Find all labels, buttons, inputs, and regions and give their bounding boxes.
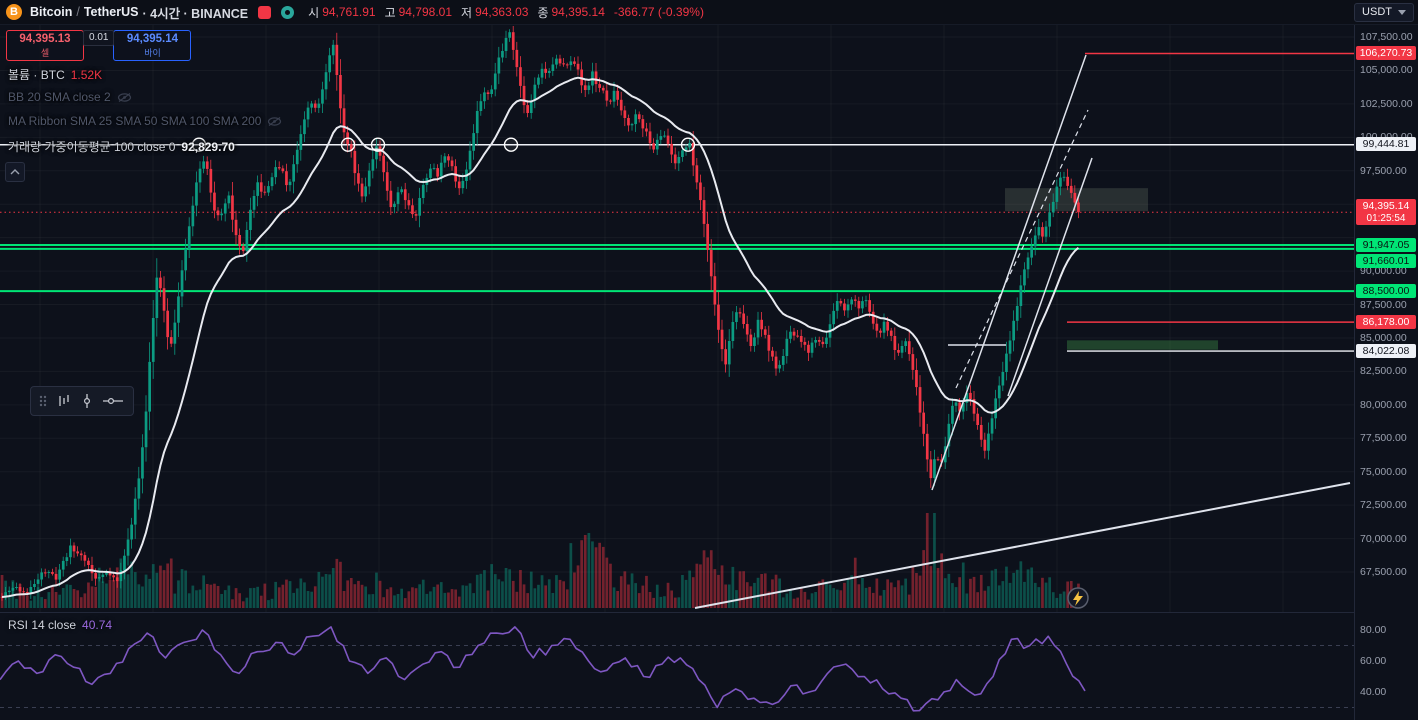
chevron-up-icon <box>10 169 20 175</box>
bb-legend[interactable]: BB 20 SMA close 2 <box>8 90 132 104</box>
top-toolbar: B Bitcoin / TetherUS · 4시간 · BINANCE 시 9… <box>0 0 1418 25</box>
volume-legend-label: 볼륨 · BTC <box>8 68 65 82</box>
price-tick: 87,500.00 <box>1360 298 1407 311</box>
vertical-line-tool-icon[interactable] <box>80 393 94 409</box>
teal-marker-icon[interactable] <box>281 5 295 19</box>
buy-price: 94,395.14 <box>126 32 179 45</box>
sell-label: 셀 <box>40 47 50 58</box>
vwma-line <box>1 76 1080 598</box>
eye-off-icon[interactable] <box>117 92 132 103</box>
price-label-badge: 99,444.81 <box>1356 137 1416 152</box>
horizontal-ray-tool-icon[interactable] <box>102 394 124 408</box>
trendlines-layer <box>694 54 1351 609</box>
rsi-legend[interactable]: RSI 14 close 40.74 <box>8 618 112 632</box>
price-label-badge: 94,395.14 01:25:54 <box>1356 198 1416 225</box>
price-tick: 105,000.00 <box>1360 64 1413 77</box>
price-axis[interactable]: 107,500.00105,000.00102,500.00100,000.00… <box>1354 24 1418 720</box>
rsi-tick: 80.00 <box>1360 624 1387 636</box>
btc-logo-icon: B <box>6 4 22 20</box>
pane-divider[interactable] <box>0 612 1355 613</box>
price-tick: 90,000.00 <box>1360 265 1407 278</box>
main-chart-canvas[interactable] <box>0 24 1355 612</box>
circle-marker <box>680 137 696 152</box>
price-label-badge: 86,178.00 <box>1356 314 1416 329</box>
symbol-quote: TetherUS <box>83 5 139 19</box>
price-tick: 72,500.00 <box>1360 499 1407 512</box>
rsi-legend-label: RSI 14 close <box>8 618 77 632</box>
legend-collapse-button[interactable] <box>5 162 25 182</box>
ma-ribbon-legend-label: MA Ribbon SMA 25 SMA 50 SMA 100 SMA 200 <box>8 114 262 128</box>
high-label: 고 <box>384 5 396 20</box>
volume-layer <box>0 513 1080 608</box>
candles-layer <box>0 26 1080 601</box>
price-tick: 97,500.00 <box>1360 164 1407 177</box>
vwma-legend-value: 92,829.70 <box>181 139 235 154</box>
currency-dropdown[interactable]: USDT <box>1354 2 1414 22</box>
price-tick: 102,500.00 <box>1360 97 1413 110</box>
price-levels-layer <box>0 52 1355 352</box>
change-value: -366.77 (-0.39%) <box>613 5 704 19</box>
rsi-tick: 60.00 <box>1360 655 1387 667</box>
bb-legend-label: BB 20 SMA close 2 <box>8 90 111 104</box>
price-label-badge: 91,947.05 <box>1356 237 1416 252</box>
close-value: 94,395.14 <box>551 5 605 19</box>
sell-button[interactable]: 94,395.13 셀 <box>6 30 84 61</box>
bars-pattern-tool-icon[interactable] <box>56 393 72 409</box>
price-label-badge: 88,500.00 <box>1356 283 1416 298</box>
drag-handle-icon[interactable] <box>38 394 48 408</box>
price-tick: 82,500.00 <box>1360 365 1407 378</box>
price-tick: 67,500.00 <box>1360 566 1407 578</box>
circle-marker <box>503 137 519 152</box>
price-tick: 80,000.00 <box>1360 398 1407 411</box>
close-label: 종 <box>537 5 549 20</box>
ma-ribbon-legend[interactable]: MA Ribbon SMA 25 SMA 50 SMA 100 SMA 200 <box>8 114 282 128</box>
price-tick: 75,000.00 <box>1360 465 1407 478</box>
circle-marker <box>370 137 386 152</box>
circle-marker <box>340 137 356 152</box>
sell-price: 94,395.13 <box>19 32 71 45</box>
price-tick: 70,000.00 <box>1360 532 1407 545</box>
circle-marker <box>191 137 207 152</box>
buy-sell-panel: 94,395.13 셀 0.01 94,395.14 바이 <box>6 30 192 61</box>
low-value: 94,363.03 <box>475 5 529 19</box>
spread-value: 0.01 <box>83 30 115 46</box>
grid-layer <box>0 24 1355 612</box>
eye-off-icon[interactable] <box>267 116 282 127</box>
price-tick: 85,000.00 <box>1360 331 1407 344</box>
symbol-title[interactable]: Bitcoin / TetherUS · 4시간 · BINANCE <box>30 3 248 22</box>
circle-markers-layer <box>191 137 696 152</box>
rsi-legend-value: 40.74 <box>82 618 113 632</box>
zone-boxes-layer <box>1005 188 1218 350</box>
open-label: 시 <box>308 5 320 20</box>
chevron-down-icon <box>1398 9 1406 15</box>
drawing-toolbar[interactable] <box>30 386 134 416</box>
vwma-legend-label: 거래량 가중이동평균 100 close 0 <box>8 140 176 154</box>
rsi-pane-canvas[interactable] <box>0 614 1355 720</box>
price-tick: 77,500.00 <box>1360 432 1407 445</box>
rsi-line <box>0 626 1086 712</box>
vwma-legend[interactable]: 거래량 가중이동평균 100 close 0 92,829.70 <box>8 138 235 155</box>
symbol-meta: · 4시간 · BINANCE <box>142 6 249 21</box>
low-label: 저 <box>461 5 473 20</box>
buy-button[interactable]: 94,395.14 바이 <box>113 30 192 61</box>
ohlc-readout: 시 94,761.91 고 94,798.01 저 94,363.03 종 94… <box>308 4 704 21</box>
high-value: 94,798.01 <box>398 5 453 19</box>
symbol-base: Bitcoin <box>30 5 73 19</box>
lightning-marker <box>1067 587 1089 609</box>
volume-legend-value: 1.52K <box>70 67 103 82</box>
symbol-separator: / <box>76 5 80 19</box>
open-value: 94,761.91 <box>322 5 376 19</box>
volume-legend[interactable]: 볼륨 · BTC 1.52K <box>8 66 102 83</box>
price-label-badge: 106,270.73 <box>1356 45 1416 60</box>
red-marker-icon[interactable] <box>258 5 272 19</box>
currency-label: USDT <box>1362 6 1392 18</box>
price-tick: 107,500.00 <box>1360 31 1413 43</box>
price-label-badge: 91,660.01 <box>1356 254 1416 269</box>
buy-label: 바이 <box>144 47 161 58</box>
price-label-badge: 84,022.08 <box>1356 343 1416 358</box>
rsi-tick: 40.00 <box>1360 686 1387 698</box>
